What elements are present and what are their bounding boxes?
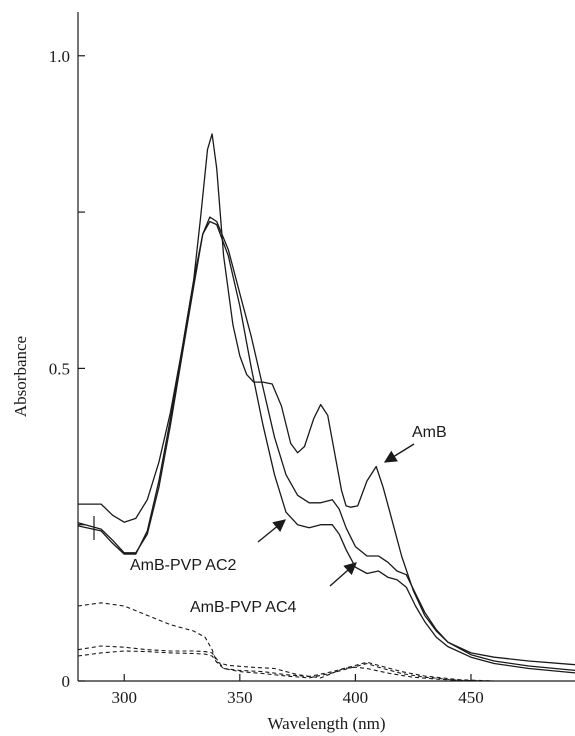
x-tick-label: 350 [227, 688, 253, 707]
x-tick-label: 400 [343, 688, 369, 707]
arrow-amb-pvp-ac2 [257, 519, 286, 543]
label-amb-pvp-ac4: AmB-PVP AC4 [190, 599, 297, 616]
series-amb [78, 133, 575, 666]
y-tick-label: 0 [62, 672, 71, 691]
x-tick-label: 450 [458, 688, 484, 707]
y-axis-title: Absorbance [11, 336, 30, 417]
label-amb-pvp-ac2: AmB-PVP AC2 [130, 557, 237, 574]
x-axis-title: Wavelength (nm) [267, 714, 385, 733]
label-amb: AmB [412, 424, 447, 441]
y-tick-label: 1.0 [49, 47, 70, 66]
dashed-series-3 [77, 602, 472, 682]
x-tick-label: 300 [111, 688, 137, 707]
series-layer [77, 133, 575, 682]
series-amb-pvp-ac2 [77, 216, 575, 672]
arrow-amb [383, 443, 415, 463]
arrow-amb-pvp-ac4 [329, 562, 357, 587]
series-amb-pvp-ac4 [77, 220, 575, 674]
axes: 300 350 400 450 0 0.5 1.0 [49, 12, 575, 707]
annotations: AmB AmB-PVP AC2 AmB-PVP AC4 [130, 424, 447, 616]
dashed-series-4 [77, 645, 495, 682]
y-tick-label: 0.5 [49, 359, 70, 378]
